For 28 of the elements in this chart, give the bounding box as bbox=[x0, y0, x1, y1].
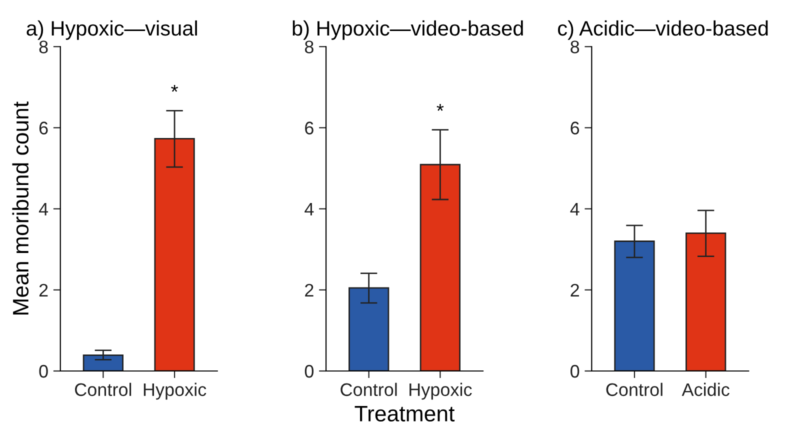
x-tick-label: Control bbox=[340, 382, 397, 396]
y-tick-label: 4 bbox=[570, 202, 580, 216]
y-tick-label: 6 bbox=[39, 122, 48, 134]
y-tick-label: 2 bbox=[305, 284, 314, 296]
x-axis-title: Treatment bbox=[354, 406, 455, 422]
y-tick-label: 4 bbox=[38, 202, 48, 216]
x-tick-label: Acidic bbox=[682, 382, 730, 396]
y-tick-label: 4 bbox=[304, 202, 314, 216]
y-tick-label: 8 bbox=[304, 40, 314, 54]
x-tick-label: Control bbox=[606, 382, 662, 396]
x-tick-label: Control bbox=[75, 382, 132, 396]
y-tick-label: 6 bbox=[570, 122, 580, 134]
chart-title: c) Acidic—video-based bbox=[558, 20, 768, 40]
y-tick-label: 8 bbox=[39, 40, 48, 54]
y-axis-title: Mean moribund count bbox=[12, 102, 29, 314]
x-tick-label: Hypoxic bbox=[410, 382, 472, 400]
y-tick-label: 0 bbox=[304, 364, 314, 378]
annotation: * bbox=[436, 104, 444, 111]
annotation: * bbox=[171, 84, 178, 92]
x-tick-label: Hypoxic bbox=[144, 382, 206, 400]
y-tick-label: 0 bbox=[39, 364, 48, 378]
y-tick-label: 0 bbox=[570, 364, 580, 378]
y-tick-label: 2 bbox=[570, 284, 579, 296]
y-tick-label: 6 bbox=[305, 122, 314, 134]
y-tick-label: 2 bbox=[39, 284, 48, 296]
chart-title: a) Hypoxic—visual bbox=[26, 20, 197, 40]
y-tick-label: 8 bbox=[570, 40, 580, 54]
chart-title: b) Hypoxic—video-based bbox=[292, 20, 523, 40]
